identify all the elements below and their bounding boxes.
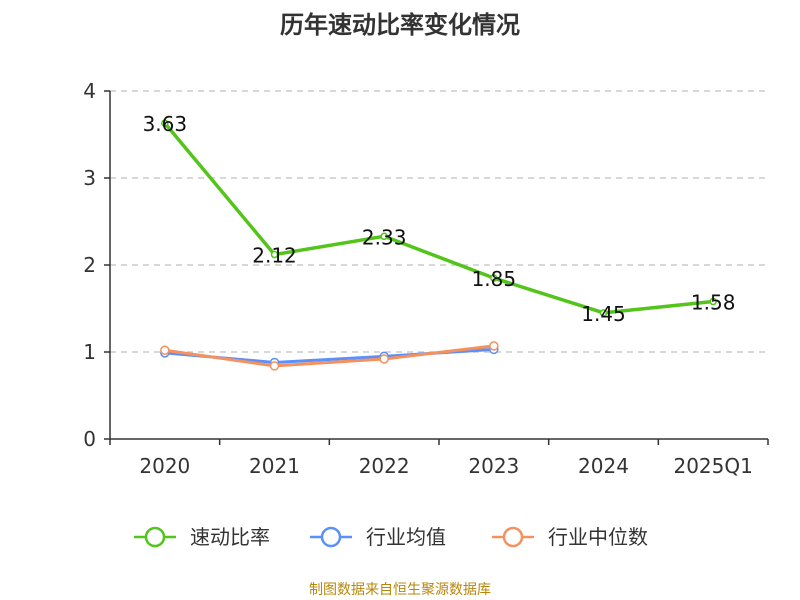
data-label: 3.63 [143,112,188,136]
y-tick-label: 1 [83,340,96,364]
x-tick-label: 2023 [468,454,519,478]
x-tick-label: 2020 [139,454,190,478]
x-tick-label: 2025Q1 [673,454,752,478]
legend-swatch-marker [320,526,342,548]
data-point [379,354,389,364]
legend: 速动比率 行业均值 行业中位数 [134,525,648,549]
data-labels: 3.63 2.12 2.33 1.85 1.45 1.58 [143,112,736,326]
data-label: 2.33 [362,225,407,249]
legend-label: 行业中位数 [548,525,648,549]
y-tick-label: 2 [83,253,96,277]
data-point [270,250,279,259]
legend-label: 速动比率 [190,525,270,549]
x-tick-label: 2022 [359,454,410,478]
y-tick-label: 4 [83,79,96,103]
data-point [599,309,608,317]
data-point [161,119,169,127]
legend-swatch-marker [502,526,524,548]
data-point [269,361,280,371]
series-line [163,122,714,315]
data-point [160,345,170,356]
y-tick-label: 3 [83,166,96,190]
series-line [164,344,495,368]
data-point [380,232,388,241]
legend-label: 行业均值 [366,525,446,549]
series-layer [160,119,717,371]
axes: 0 1 2 3 4 2020 2021 2022 2023 2024 2025Q1 [83,79,769,478]
source-note: 制图数据来自恒生聚源数据库 [309,582,491,598]
legend-swatch-marker [144,526,166,548]
data-label: 2.12 [252,244,297,268]
y-tick-label: 0 [83,427,96,451]
gridlines [110,90,768,353]
chart-title: 历年速动比率变化情况 [280,11,520,39]
data-label: 1.45 [581,302,626,326]
data-point [709,297,717,306]
x-tick-label: 2024 [578,454,629,478]
data-point [489,341,499,351]
x-tick-label: 2021 [249,454,300,478]
data-label: 1.85 [472,267,517,291]
data-label: 1.58 [691,291,736,315]
data-point [490,274,498,282]
